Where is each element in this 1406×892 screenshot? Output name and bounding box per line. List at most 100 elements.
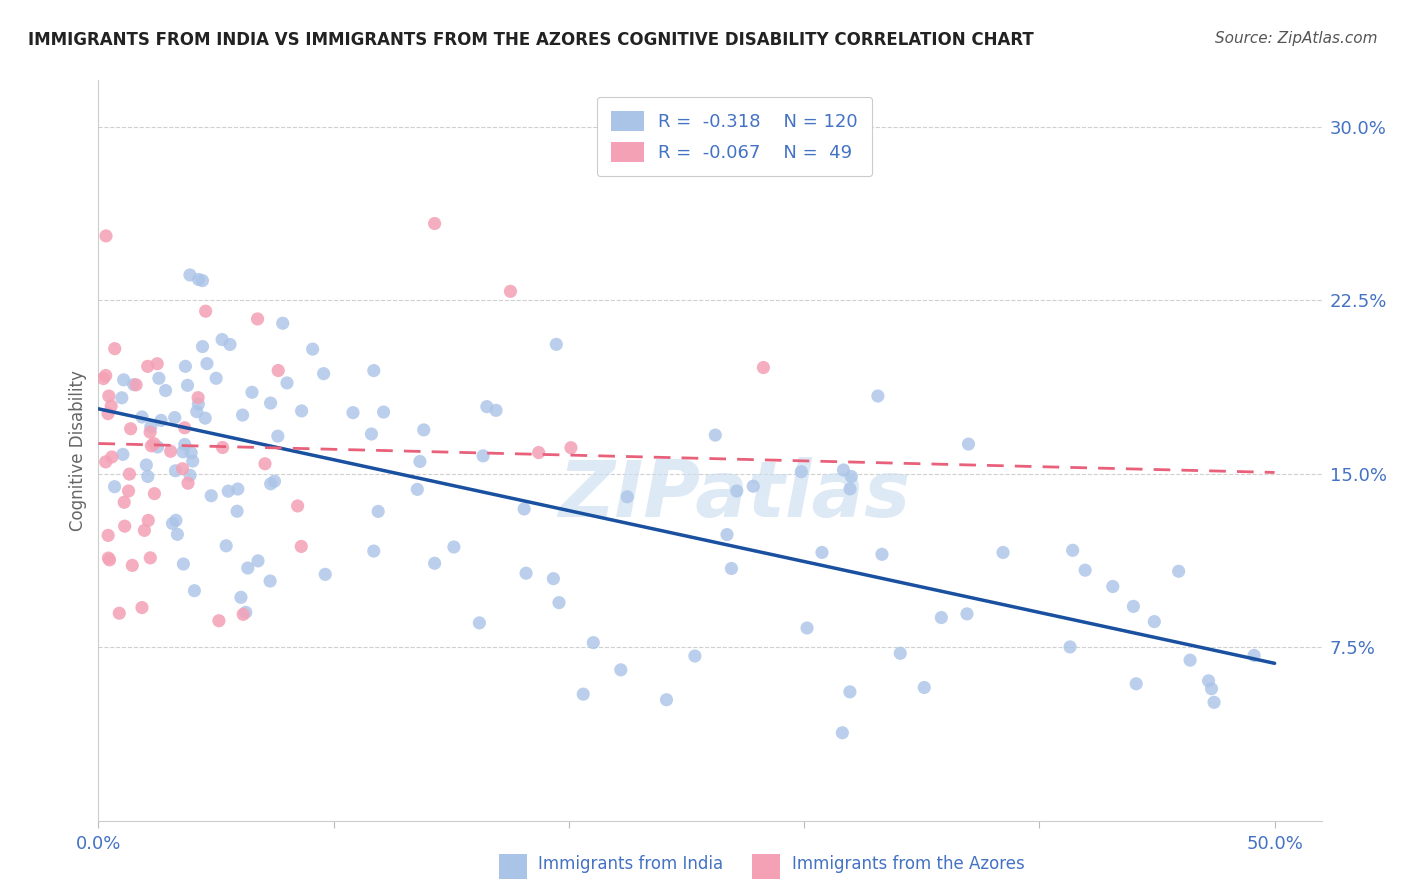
Point xyxy=(194,304,217,318)
Point xyxy=(94,455,117,469)
Point xyxy=(582,635,605,649)
Point xyxy=(97,528,120,542)
Point xyxy=(97,389,120,403)
Point xyxy=(468,615,491,630)
Point xyxy=(172,462,194,476)
Point xyxy=(176,378,198,392)
Point xyxy=(889,646,911,660)
Point xyxy=(841,469,863,483)
Point xyxy=(373,405,395,419)
Point xyxy=(136,513,159,527)
Point xyxy=(409,454,432,468)
Point xyxy=(866,389,889,403)
Point xyxy=(111,447,134,461)
Point xyxy=(139,419,162,434)
Point xyxy=(572,687,595,701)
Point xyxy=(100,399,122,413)
Point xyxy=(229,591,252,605)
Point xyxy=(610,663,633,677)
Point xyxy=(174,359,197,374)
Point xyxy=(485,403,508,417)
Point xyxy=(104,342,127,356)
Point xyxy=(114,519,136,533)
Point xyxy=(122,377,145,392)
Point xyxy=(260,476,283,491)
Point xyxy=(211,333,233,347)
Point xyxy=(716,527,738,541)
Point xyxy=(1143,615,1166,629)
Point xyxy=(215,539,238,553)
Point xyxy=(159,444,181,458)
Point xyxy=(131,600,153,615)
Point xyxy=(475,400,498,414)
Point xyxy=(831,725,853,739)
Point xyxy=(742,479,765,493)
Point xyxy=(412,423,434,437)
Point xyxy=(166,527,188,541)
Text: Immigrants from the Azores: Immigrants from the Azores xyxy=(792,855,1025,873)
Point xyxy=(287,499,309,513)
Point xyxy=(1198,673,1220,688)
Point xyxy=(97,407,120,421)
Point xyxy=(186,404,208,418)
Point xyxy=(290,540,312,554)
Point xyxy=(103,480,125,494)
Point xyxy=(253,457,276,471)
Point xyxy=(246,312,269,326)
Point xyxy=(134,524,156,538)
Point xyxy=(112,373,135,387)
Point xyxy=(704,428,727,442)
Point xyxy=(1074,563,1097,577)
Point xyxy=(240,385,263,400)
Point xyxy=(208,614,231,628)
Point xyxy=(165,513,187,527)
Point xyxy=(187,272,209,286)
Point xyxy=(93,371,115,385)
Point xyxy=(263,474,285,488)
Point xyxy=(142,436,165,450)
Point xyxy=(1201,681,1223,696)
Y-axis label: Cognitive Disability: Cognitive Disability xyxy=(69,370,87,531)
Point xyxy=(219,337,242,351)
Point xyxy=(1243,648,1265,663)
Point xyxy=(187,391,209,405)
Point xyxy=(236,561,259,575)
Point xyxy=(181,454,204,468)
Point xyxy=(155,384,177,398)
Point xyxy=(314,567,336,582)
Point xyxy=(226,504,249,518)
Point xyxy=(120,422,142,436)
Point xyxy=(150,413,173,427)
Point xyxy=(111,391,134,405)
Point xyxy=(499,285,522,299)
Point xyxy=(195,357,218,371)
Point xyxy=(367,504,389,518)
Point xyxy=(360,427,382,442)
Point xyxy=(796,621,818,635)
Point xyxy=(179,268,201,282)
Point xyxy=(423,217,446,231)
Point xyxy=(259,396,281,410)
Point xyxy=(173,421,195,435)
Point xyxy=(135,458,157,472)
Point xyxy=(312,367,335,381)
Point xyxy=(146,357,169,371)
Point xyxy=(98,553,121,567)
Point xyxy=(121,558,143,573)
Point xyxy=(543,572,565,586)
Text: IMMIGRANTS FROM INDIA VS IMMIGRANTS FROM THE AZORES COGNITIVE DISABILITY CORRELA: IMMIGRANTS FROM INDIA VS IMMIGRANTS FROM… xyxy=(28,31,1033,49)
Point xyxy=(616,490,638,504)
Point xyxy=(108,606,131,620)
Point xyxy=(720,561,742,575)
Point xyxy=(136,359,159,374)
Point xyxy=(548,596,571,610)
Point xyxy=(870,547,893,561)
Point xyxy=(956,607,979,621)
Point xyxy=(94,368,117,383)
Point xyxy=(200,489,222,503)
Point xyxy=(117,483,139,498)
Point xyxy=(1101,580,1123,594)
Point xyxy=(1059,640,1081,654)
Point xyxy=(423,556,446,570)
Point xyxy=(1178,653,1201,667)
